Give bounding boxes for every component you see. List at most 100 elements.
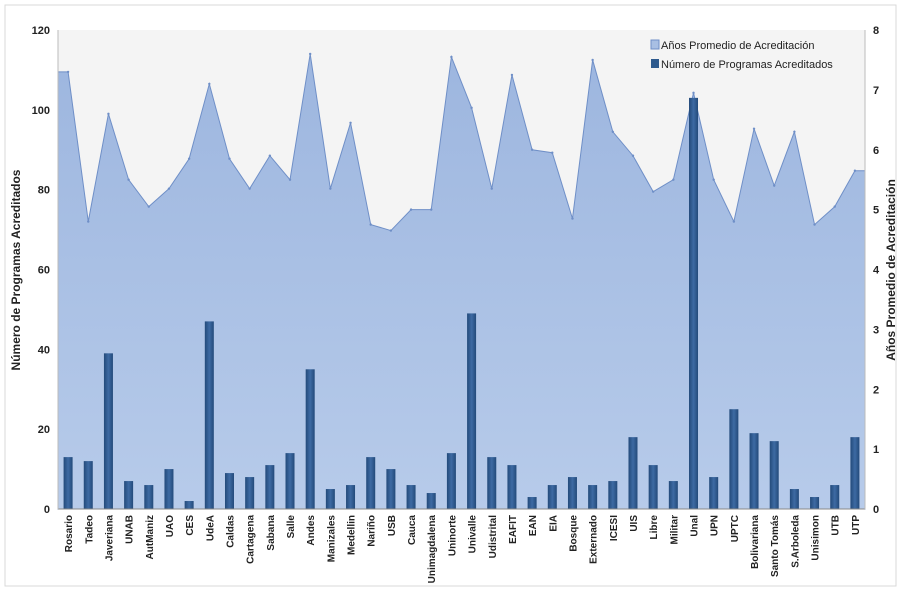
category-label: Salle [286, 515, 297, 539]
y-left-tick-label: 80 [38, 185, 50, 197]
category-label: Medellin [347, 515, 358, 555]
category-label: UdeA [205, 515, 216, 541]
bar [386, 469, 396, 509]
category-label: UIS [629, 515, 640, 532]
bar [588, 485, 598, 509]
category-label: UPTC [730, 515, 741, 542]
bar [467, 313, 477, 509]
y-right-tick-label: 4 [873, 265, 880, 277]
category-label: USB [387, 515, 398, 536]
bar [628, 437, 638, 509]
y-right-tick-label: 7 [873, 85, 879, 97]
area-series-layer [57, 52, 866, 510]
bar [830, 485, 840, 509]
bar [366, 457, 376, 509]
area-point [813, 223, 816, 226]
area-point [127, 178, 130, 181]
bar [487, 457, 497, 509]
bar [567, 477, 577, 509]
area-point [611, 130, 615, 133]
area-point [712, 178, 715, 181]
legend-label-area: Años Promedio de Acreditación [661, 40, 814, 52]
category-label: EAN [528, 515, 539, 536]
area-point [248, 187, 251, 190]
area-point [672, 178, 675, 181]
category-label: Uninorte [447, 515, 458, 557]
y-axis-left-title: Número de Programas Acreditados [9, 169, 23, 370]
bar [346, 485, 356, 509]
y-left-tick-label: 0 [44, 504, 50, 516]
area-point [793, 130, 796, 133]
area-point [591, 58, 594, 62]
area-point [228, 157, 231, 160]
area-point [571, 217, 574, 220]
category-label: S.Arboleda [790, 515, 801, 568]
category-label: Tadeo [84, 515, 95, 544]
bar [184, 501, 194, 509]
category-label: Nariño [367, 515, 378, 547]
area-point [470, 106, 473, 110]
category-label: Manizales [326, 515, 337, 563]
area-point [551, 151, 554, 154]
bar [426, 493, 436, 509]
area-point [308, 52, 312, 56]
area-point [510, 73, 514, 77]
y-right-tick-label: 5 [873, 205, 879, 217]
category-label: Javeriana [104, 515, 115, 562]
bar [689, 97, 699, 509]
bar [83, 461, 93, 509]
legend-label-bar: Número de Programas Acreditados [661, 59, 833, 71]
bar [648, 465, 658, 509]
y-left-tick-label: 60 [38, 265, 50, 277]
y-axis-right-title: Años Promedio de Acreditación [884, 179, 898, 361]
area-point [752, 127, 756, 130]
y-left-tick-label: 120 [32, 25, 50, 37]
area-point [389, 229, 393, 232]
area-point [530, 148, 534, 151]
bar [406, 485, 416, 509]
area-point [450, 55, 453, 59]
category-label: Univalle [468, 515, 479, 554]
y-left-tick-label: 100 [32, 105, 50, 117]
area-point [490, 187, 493, 190]
bar [668, 481, 678, 509]
area-point [329, 187, 332, 190]
area-point [692, 91, 695, 95]
category-label: Externado [589, 515, 600, 564]
area-point [268, 154, 272, 157]
bar [265, 465, 275, 509]
category-label: Sabana [266, 515, 277, 551]
area-point [430, 208, 433, 211]
axes-layer: 0 20 40 60 80 100 120 0 1 2 3 4 5 6 7 8 [32, 25, 880, 516]
area-point [853, 169, 857, 172]
area-point [651, 190, 655, 193]
category-label: Santo Tomás [770, 515, 781, 577]
bar [446, 453, 456, 509]
category-label: CES [185, 515, 196, 536]
y-right-tick-label: 8 [873, 25, 879, 37]
category-label: Militar [669, 515, 680, 545]
category-label: Bosque [568, 515, 579, 552]
category-label: EIA [548, 515, 559, 532]
bar [103, 353, 113, 509]
category-labels-layer: Rosario Tadeo Javeriana UNAB AutManiz UAO CES U… [64, 515, 862, 584]
bar [63, 457, 73, 509]
y-right-tick-label: 6 [873, 145, 879, 157]
area-point [732, 220, 736, 223]
bar [789, 489, 799, 509]
category-label: Rosario [64, 515, 75, 552]
bar [285, 453, 295, 509]
legend-swatch-bar [651, 59, 659, 68]
category-label: UNAB [125, 515, 136, 544]
area-point [631, 154, 635, 157]
area-point [167, 187, 171, 190]
bar [245, 477, 255, 509]
bar [144, 485, 154, 509]
bar [729, 409, 739, 509]
area-point [369, 223, 372, 226]
y-right-tick-label: 0 [873, 504, 879, 516]
category-label: Cauca [407, 515, 418, 545]
bar [749, 433, 759, 509]
area-point [833, 205, 836, 208]
legend-swatch-area [650, 39, 660, 50]
